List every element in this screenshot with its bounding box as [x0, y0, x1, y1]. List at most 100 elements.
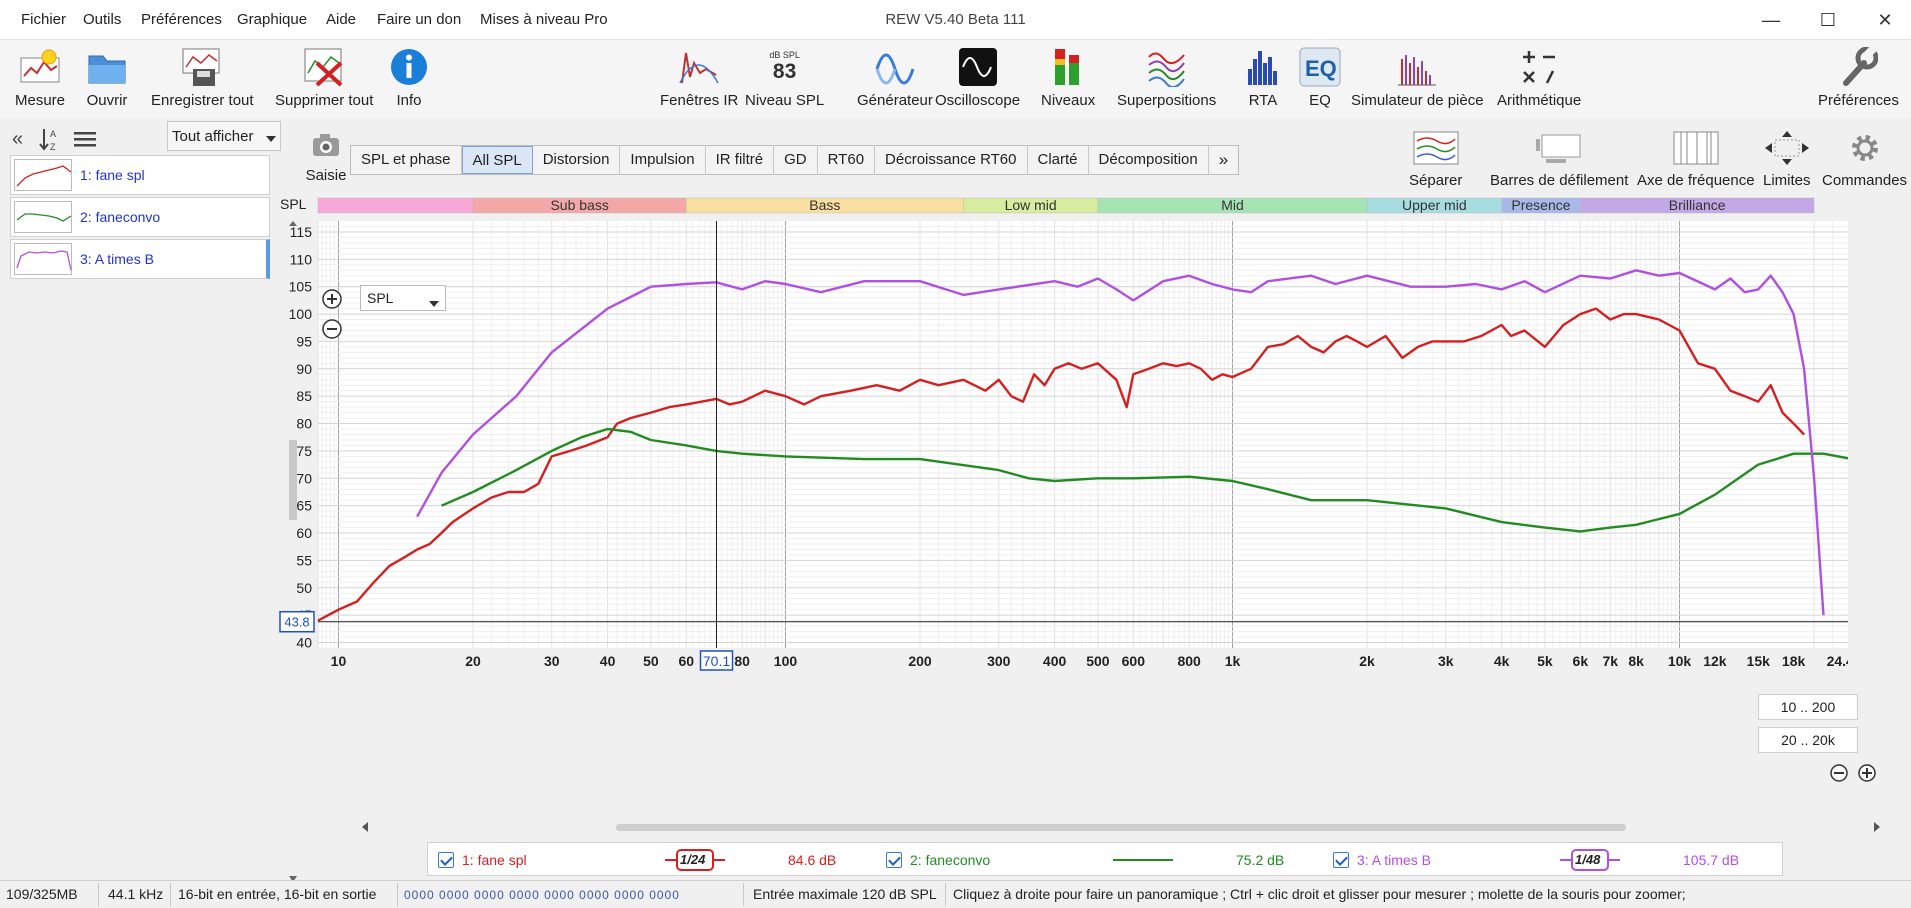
levels-button[interactable]: Niveaux — [1041, 46, 1095, 116]
x-tick-label: 12k — [1703, 653, 1727, 669]
zoom-in-y-icon[interactable] — [320, 287, 344, 311]
menu-lines-icon[interactable] — [74, 130, 98, 153]
menu-faire-un-don[interactable]: Faire un don — [377, 11, 462, 28]
tab-impulsion[interactable]: Impulsion — [620, 146, 706, 174]
x-tick-label: 100 — [774, 653, 798, 669]
tab-all-spl[interactable]: All SPL — [461, 146, 533, 174]
x-tick-label: 8k — [1628, 653, 1644, 669]
menu-bar: Fichier Outils Préférences Graphique Aid… — [0, 0, 1911, 40]
tab-decomposition[interactable]: Décomposition — [1089, 146, 1209, 174]
close-button[interactable]: ✕ — [1877, 9, 1893, 30]
zoom-out-y-icon[interactable] — [320, 317, 344, 341]
y-tick-label: 50 — [296, 580, 312, 596]
info-button[interactable]: Info — [386, 46, 432, 116]
y-tick-label: 100 — [289, 306, 313, 322]
zoom-in-x-icon[interactable] — [1856, 762, 1878, 784]
oscilloscope-button[interactable]: Oscilloscope — [935, 46, 1020, 116]
x-tick-label: 7k — [1602, 653, 1618, 669]
y-tick-label: 70 — [296, 470, 312, 486]
separate-button[interactable]: Séparer — [1409, 130, 1462, 189]
tab-spl-phase[interactable]: SPL et phase — [351, 146, 462, 174]
legend-checkbox-2[interactable] — [886, 851, 902, 869]
scrollbars-button[interactable]: Barres de défilement — [1490, 130, 1628, 189]
gear-icon — [1848, 130, 1882, 166]
menu-graphique[interactable]: Graphique — [237, 11, 308, 28]
tab-rt60[interactable]: RT60 — [818, 146, 876, 174]
y-tick-label: 105 — [289, 279, 313, 295]
y-axis-selector[interactable]: SPL — [360, 285, 446, 311]
spl-meter-button[interactable]: dB SPL 83 Niveau SPL — [745, 46, 824, 116]
x-tick-label: 18k — [1782, 653, 1806, 669]
series-line-2 — [441, 427, 1853, 533]
band-label: Sub bass — [550, 197, 608, 213]
x-tick-label: 24.4kHz — [1827, 653, 1848, 669]
legend-bar: 1: fane spl 1/24 84.6 dB 2: faneconvo 75… — [427, 842, 1783, 876]
legend-checkbox-3[interactable] — [1333, 851, 1349, 869]
menu-aide[interactable]: Aide — [326, 11, 357, 28]
rta-button[interactable]: RTA — [1240, 46, 1286, 116]
overlays-button[interactable]: Superpositions — [1117, 46, 1216, 116]
series-line-1 — [317, 307, 1805, 622]
open-button[interactable]: Ouvrir — [84, 46, 130, 116]
range-preset-10-200[interactable]: 10 .. 200 — [1758, 694, 1858, 720]
limits-icon — [1764, 130, 1809, 166]
x-tick-label: 6k — [1573, 653, 1589, 669]
y-tick-label: 60 — [296, 525, 312, 541]
levels-icon — [1045, 46, 1091, 88]
spl-chart[interactable]: Sub bass Bass Low mid Mid Upper mid Presence B… — [278, 196, 1879, 822]
x-tick-label: 50 — [643, 653, 659, 669]
cursor-freq-label: 70.1 — [703, 653, 730, 669]
range-preset-20-20k[interactable]: 20 .. 20k — [1758, 727, 1858, 753]
tab-gd[interactable]: GD — [774, 146, 818, 174]
measurement-item-selected[interactable]: 3: A times B — [10, 239, 270, 279]
zoom-out-x-icon[interactable] — [1828, 762, 1850, 784]
capture-button[interactable]: Saisie — [306, 132, 346, 184]
measure-button[interactable]: Mesure — [15, 46, 65, 116]
delete-all-button[interactable]: Supprimer tout — [275, 46, 373, 116]
menu-mises-a-niveau[interactable]: Mises à niveau Pro — [480, 11, 608, 28]
menu-outils[interactable]: Outils — [83, 11, 122, 28]
chevron-down-icon — [266, 130, 276, 147]
minimize-button[interactable]: — — [1762, 9, 1780, 30]
generator-button[interactable]: Générateur — [857, 46, 933, 116]
menu-preferences[interactable]: Préférences — [141, 11, 222, 28]
measurement-item[interactable]: 2: faneconvo — [10, 197, 270, 237]
band-infra — [317, 197, 474, 214]
measurement-item[interactable]: 1: fane spl — [10, 155, 270, 195]
maximize-button[interactable]: ☐ — [1819, 9, 1837, 30]
legend-checkbox-1[interactable] — [438, 851, 454, 869]
tab-decroissance-rt60[interactable]: Décroissance RT60 — [875, 146, 1028, 174]
legend-swatch-3[interactable] — [1560, 847, 1620, 878]
legend-swatch-1[interactable] — [665, 847, 725, 878]
y-axis-title: SPL — [280, 196, 307, 212]
ir-windows-button[interactable]: Fenêtres IR — [660, 46, 738, 116]
limits-button[interactable]: Limites — [1763, 130, 1811, 189]
tab-distorsion[interactable]: Distorsion — [533, 146, 621, 174]
collapse-left-icon[interactable]: « — [12, 128, 24, 150]
save-all-button[interactable]: Enregistrer tout — [151, 46, 254, 116]
folder-open-icon — [84, 46, 130, 88]
x-tick-label: 500 — [1086, 653, 1110, 669]
tabs-more-button[interactable]: » — [1218, 150, 1229, 169]
room-sim-button[interactable]: Simulateur de pièce — [1351, 46, 1484, 116]
y-tick-label: 65 — [296, 498, 312, 514]
freq-axis-button[interactable]: Axe de fréquence — [1637, 130, 1755, 189]
controls-button[interactable]: Commandes — [1822, 130, 1907, 189]
scrollbars-icon — [1536, 130, 1582, 166]
menu-fichier[interactable]: Fichier — [21, 11, 67, 28]
legend-swatch-2[interactable] — [1113, 847, 1173, 878]
graph-h-scrollbar[interactable] — [356, 820, 1886, 834]
tab-ir-filtre[interactable]: IR filtré — [706, 146, 775, 174]
tab-clarte[interactable]: Clarté — [1028, 146, 1089, 174]
band-label: Presence — [1511, 197, 1570, 213]
status-hint: Cliquez à droite pour faire un panoramiq… — [953, 886, 1686, 902]
series-line-3 — [416, 269, 1825, 616]
preferences-button[interactable]: Préférences — [1818, 46, 1899, 116]
x-tick-label: 10 — [331, 653, 347, 669]
y-tick-label: 110 — [290, 251, 313, 267]
eq-button[interactable]: EQ EQ — [1297, 46, 1343, 116]
show-all-dropdown[interactable]: Tout afficher — [167, 121, 281, 151]
sidebar-scrollbar[interactable] — [288, 218, 298, 888]
arithmetic-button[interactable]: Arithmétique — [1497, 46, 1581, 116]
